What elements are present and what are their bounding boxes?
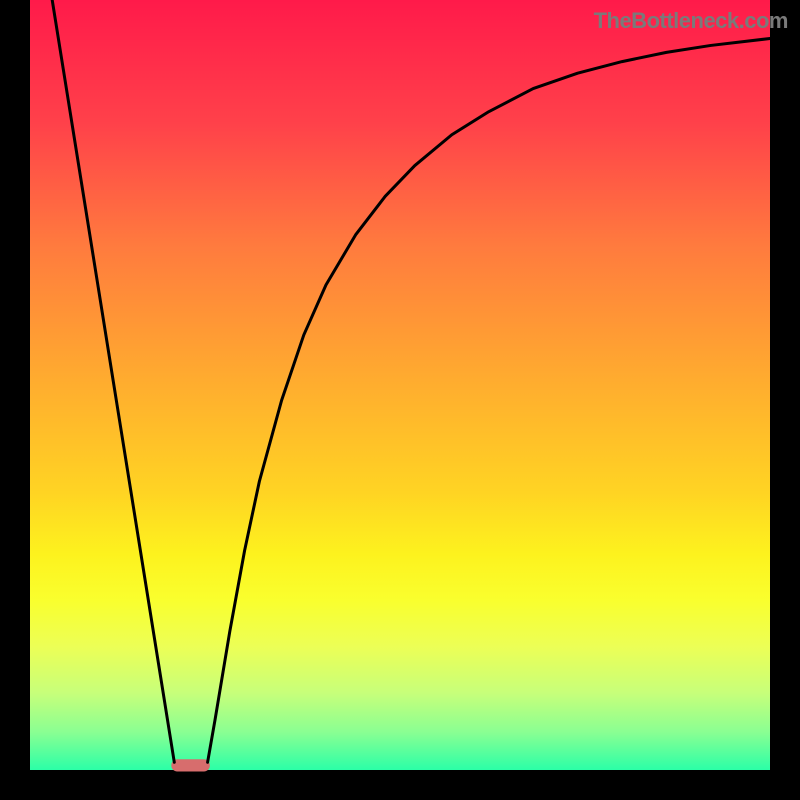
chart-container: TheBottleneck.com <box>0 0 800 800</box>
bottleneck-zone <box>171 759 209 771</box>
watermark-text: TheBottleneck.com <box>594 8 788 34</box>
bottleneck-chart <box>0 0 800 800</box>
plot-background <box>30 0 770 770</box>
